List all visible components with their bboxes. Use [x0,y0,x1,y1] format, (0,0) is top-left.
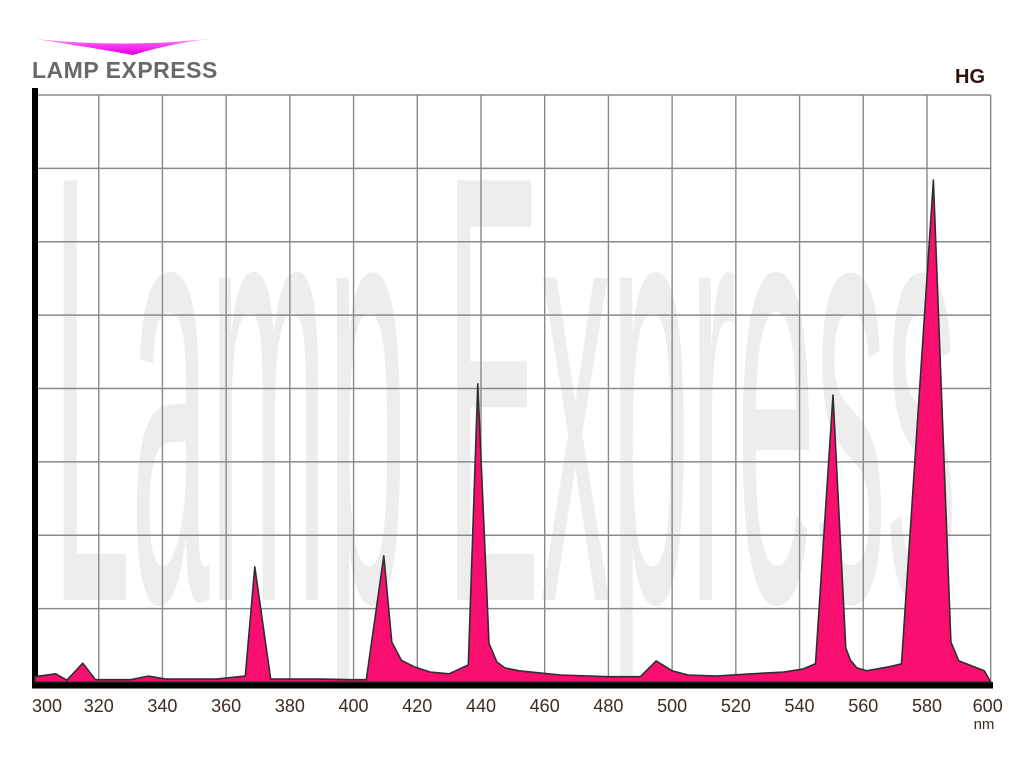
x-tick-label: 300 [32,696,62,716]
x-tick-label: 520 [721,696,751,716]
x-tick-label: 440 [466,696,496,716]
brand-title: LAMP EXPRESS [32,57,218,83]
x-tick-label: 340 [147,696,177,716]
x-tick-label: 360 [211,696,241,716]
x-tick-label: 380 [275,696,305,716]
x-axis-line [32,682,993,689]
x-tick-label: 480 [593,696,623,716]
brand-swoosh-icon [35,37,223,55]
lamp-type-label: HG [955,66,985,88]
x-tick-label: 320 [84,696,114,716]
x-tick-label: 560 [848,696,878,716]
y-axis-line [32,88,38,688]
x-tick-labels: 300 320 340 360 380 400 420 440 460 480 500 520 540 5… [32,696,1003,716]
x-tick-label: 500 [657,696,687,716]
x-tick-label: 420 [402,696,432,716]
swoosh-shape [35,37,223,55]
x-tick-label: 600 [973,696,1003,716]
x-tick-label: 580 [912,696,942,716]
x-tick-label: 400 [339,696,369,716]
x-tick-label: 540 [785,696,815,716]
x-tick-label: 460 [530,696,560,716]
spectrum-curve [34,179,992,683]
x-axis-unit: nm [974,716,995,733]
